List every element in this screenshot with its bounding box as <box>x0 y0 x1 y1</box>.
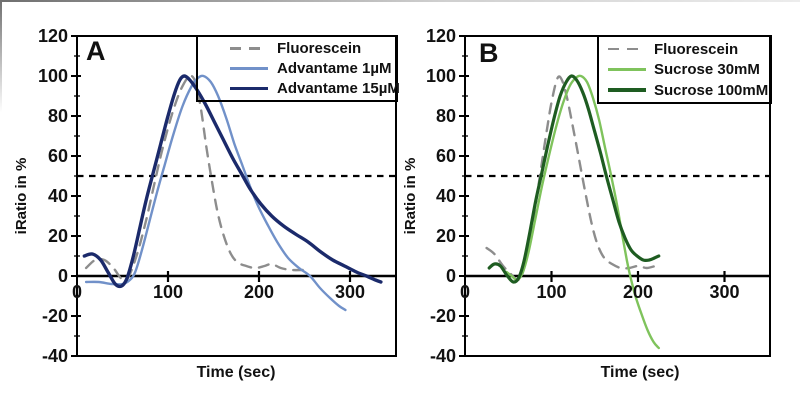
legend-line-sample-advantame-15-m <box>230 86 268 91</box>
legend-label: Sucrose 100mM <box>654 81 769 99</box>
y-tick-label: -40 <box>41 346 68 366</box>
legend-row: Fluorescein <box>198 40 396 57</box>
screenshot-edge-left <box>0 0 2 402</box>
panel-a-x-axis-title: Time (sec) <box>196 364 276 381</box>
legend-row: Sucrose 30mM <box>599 61 770 78</box>
panel-b-legend: Fluorescein Sucrose 30mM Sucrose 100mM <box>597 35 772 104</box>
legend-row: Advantame 15µM <box>198 80 400 97</box>
y-tick-label: -20 <box>41 306 68 326</box>
x-origin-label: 0 <box>459 282 470 302</box>
legend-row: Fluorescein <box>599 41 770 58</box>
legend-line-sample-sucrose-100mm <box>608 88 646 92</box>
x-tick-label: 200 <box>243 282 275 302</box>
y-tick-label: 20 <box>435 226 456 246</box>
y-tick-label: 20 <box>47 226 68 246</box>
x-tick-label: 200 <box>622 282 654 302</box>
curve-advantame-1-m-a <box>84 74 347 312</box>
y-tick-label: 40 <box>47 186 68 206</box>
y-tick-label: 60 <box>435 146 456 166</box>
legend-label: Advantame 1µM <box>277 60 392 77</box>
screenshot-edge-top <box>0 0 800 2</box>
x-tick-label: 300 <box>334 282 366 302</box>
legend-label: Advantame 15µM <box>277 80 400 97</box>
legend-label: Fluorescein <box>654 40 739 58</box>
panel-a-legend: Fluorescein Advantame 1µM Advantame 15µM <box>196 35 400 102</box>
curve-fluorescein-a <box>84 74 304 282</box>
legend-row: Advantame 1µM <box>198 60 396 77</box>
x-tick-label: 100 <box>536 282 567 302</box>
x-tick-label: 100 <box>152 282 184 302</box>
y-tick-label: 0 <box>445 266 456 286</box>
y-tick-label: 100 <box>37 66 68 86</box>
legend-line-sample-sucrose-30mm <box>608 68 646 71</box>
y-tick-label: 120 <box>37 26 68 46</box>
legend-label: Sucrose 30mM <box>654 61 760 78</box>
y-tick-label: 100 <box>425 66 456 86</box>
curve-sucrose-30mm-b <box>505 74 660 350</box>
y-tick-label: -20 <box>429 306 456 326</box>
legend-row: Sucrose 100mM <box>599 82 770 99</box>
legend-line-sample-fluorescein <box>230 47 268 50</box>
panel-a-label: A <box>86 36 106 66</box>
panel-b-label: B <box>479 38 499 68</box>
curve-sucrose-100mm-b <box>487 74 661 284</box>
x-origin-label: 0 <box>71 282 82 302</box>
legend-line-sample-advantame-1-m <box>230 67 268 70</box>
legend-line-sample-fluorescein <box>608 47 646 51</box>
y-tick-label: 60 <box>47 146 68 166</box>
y-tick-label: 0 <box>57 266 68 286</box>
x-tick-label: 300 <box>709 282 740 302</box>
panel-b-x-axis-title: Time (sec) <box>600 364 680 381</box>
y-tick-label: 80 <box>47 106 68 126</box>
y-tick-label: 80 <box>435 106 456 126</box>
y-tick-label: 120 <box>425 26 456 46</box>
legend-label: Fluorescein <box>277 40 362 57</box>
y-tick-label: -40 <box>429 346 456 366</box>
y-tick-label: 40 <box>435 186 456 206</box>
curve-advantame-15-m-a <box>82 74 383 289</box>
